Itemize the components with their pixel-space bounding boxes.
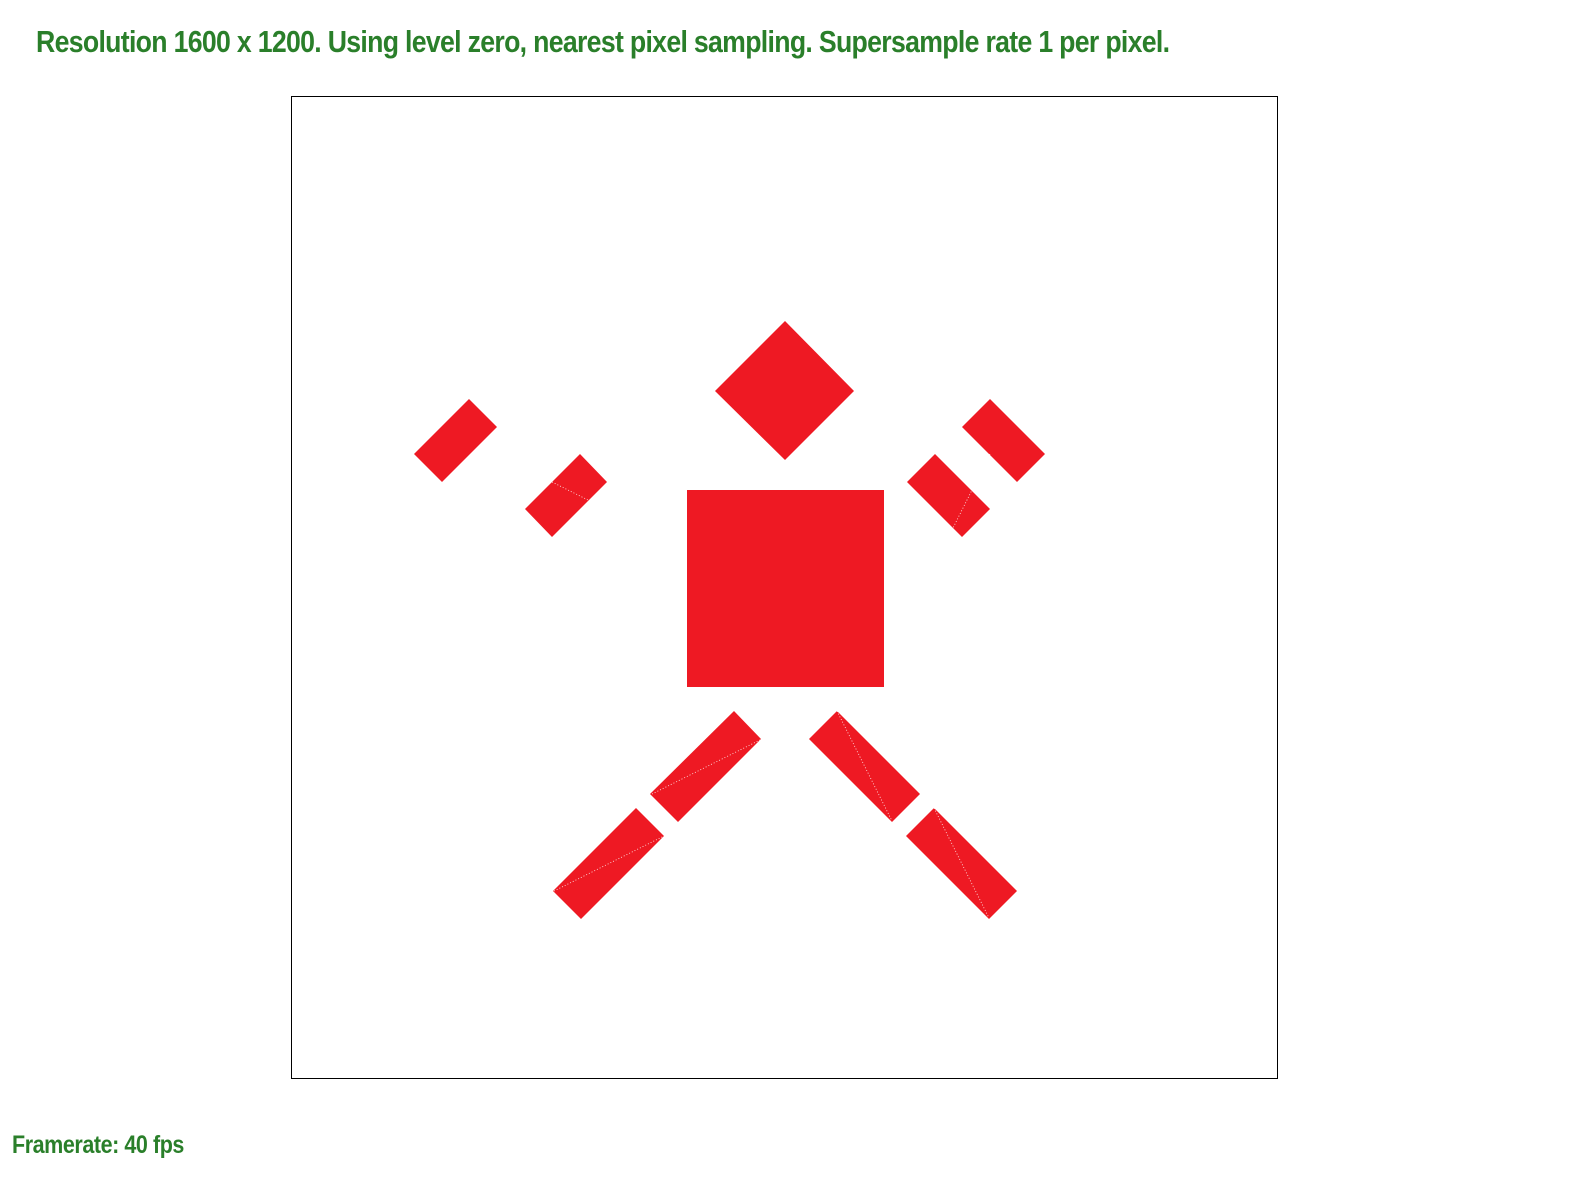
triangle-seam-line (836, 710, 893, 822)
torso-shape (687, 490, 884, 687)
left-lower-leg-shape (553, 808, 664, 919)
right-lower-leg-shape (906, 808, 1017, 919)
scene-canvas (414, 321, 1045, 919)
head-shape (715, 321, 854, 460)
left-upper-arm-shape (525, 454, 607, 537)
right-lower-arm-shape (962, 399, 1045, 482)
framerate-label: Framerate: 40 fps (12, 1131, 184, 1159)
left-upper-leg-shape (650, 711, 761, 822)
triangle-seam-line (553, 835, 665, 892)
status-title: Resolution 1600 x 1200. Using level zero… (36, 24, 1170, 59)
triangle-seam-line (934, 453, 991, 565)
triangle-seam-line (651, 738, 763, 795)
right-upper-leg-shape (809, 711, 920, 822)
triangle-seam-line (551, 481, 663, 538)
render-viewport[interactable] (291, 96, 1278, 1079)
triangle-seam-line (933, 807, 990, 919)
right-upper-arm-shape (907, 454, 990, 537)
left-lower-arm-shape (414, 399, 497, 482)
